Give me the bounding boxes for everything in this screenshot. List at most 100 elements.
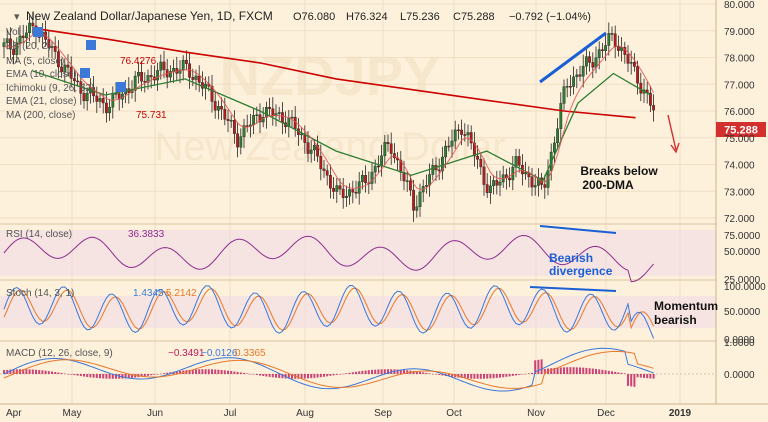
legend-ma200-value: 75.731 bbox=[136, 110, 167, 121]
candle bbox=[178, 60, 182, 83]
time-tick-label: Jul bbox=[224, 408, 237, 419]
candle bbox=[607, 22, 611, 56]
candle bbox=[364, 165, 367, 193]
macd-hist-bar bbox=[579, 367, 581, 374]
macd-hist-bar bbox=[25, 369, 28, 374]
macd-hist-bar bbox=[179, 370, 181, 374]
price-tick-label: 80.000 bbox=[724, 0, 755, 11]
candle bbox=[210, 74, 214, 113]
time-tick-label: Sep bbox=[374, 408, 392, 419]
symbol-title: New Zealand Dollar/Japanese Yen, 1D, FXC… bbox=[26, 9, 273, 23]
macd-hist-bar bbox=[239, 372, 242, 374]
candle bbox=[626, 45, 630, 72]
macd-hist-bar bbox=[252, 374, 255, 375]
legend-ema10[interactable]: EMA (10, close) bbox=[6, 69, 77, 80]
candle bbox=[348, 183, 351, 205]
stoch-divergence-trendline[interactable] bbox=[529, 286, 617, 292]
price-higher-high-trendline[interactable] bbox=[539, 31, 607, 84]
macd-hist-bar bbox=[95, 374, 98, 379]
macd-hist-bar bbox=[230, 371, 233, 374]
macd-hist-bar bbox=[310, 374, 313, 379]
macd-hist-bar bbox=[54, 371, 57, 374]
macd-hist-bar bbox=[499, 374, 501, 378]
candle bbox=[95, 86, 99, 114]
macd-hist-bar bbox=[435, 374, 437, 375]
macd-hist-bar bbox=[198, 369, 201, 374]
macd-hist-bar bbox=[236, 371, 239, 374]
candle bbox=[229, 115, 233, 128]
ohlc-high: H76.324 bbox=[346, 11, 388, 23]
candle bbox=[565, 78, 569, 98]
rsi-tick-75: 75.0000 bbox=[724, 231, 761, 242]
macd-hist-bar bbox=[623, 373, 626, 374]
legend-stoch-d: 5.2142 bbox=[166, 288, 197, 299]
stoch-k-line bbox=[3, 284, 655, 339]
candle bbox=[652, 94, 656, 122]
rsi-band bbox=[0, 230, 716, 276]
macd-hist-bar bbox=[604, 370, 607, 374]
legend-ichimoku[interactable]: Ichimoku (9, 26, 52) bbox=[6, 83, 94, 94]
eye-icon-ichimoku[interactable] bbox=[116, 82, 126, 92]
macd-hist-bar bbox=[358, 371, 361, 374]
macd-hist-bar bbox=[431, 373, 434, 375]
candle bbox=[236, 122, 239, 158]
candle bbox=[610, 26, 614, 42]
macd-hist-bar bbox=[92, 374, 95, 378]
legend-ma5[interactable]: MA (5, close) bbox=[6, 56, 64, 67]
macd-hist-bar bbox=[649, 374, 652, 379]
annotation-bearish-line2: divergence bbox=[549, 264, 613, 278]
legend-ma200[interactable]: MA (200, close) bbox=[6, 110, 75, 121]
legend-bb[interactable]: BB (20, 2) bbox=[6, 41, 51, 52]
macd-hist-bar bbox=[217, 369, 220, 374]
legend-vol[interactable]: Vol bbox=[6, 27, 20, 38]
macd-hist-bar bbox=[521, 374, 524, 375]
candle bbox=[572, 66, 576, 95]
candle bbox=[457, 124, 460, 140]
macd-hist-bar bbox=[67, 374, 69, 375]
stoch-tick-50: 50.0000 bbox=[724, 307, 761, 318]
macd-hist-bar bbox=[275, 374, 277, 378]
candle bbox=[431, 158, 435, 181]
macd-hist-bar bbox=[534, 360, 537, 374]
macd-hist-bar bbox=[508, 374, 511, 377]
eye-icon-ema10[interactable] bbox=[80, 68, 90, 78]
macd-hist-bar bbox=[319, 374, 322, 378]
macd-hist-bar bbox=[159, 373, 162, 375]
legend-macd[interactable]: MACD (12, 26, close, 9) bbox=[6, 348, 113, 359]
macd-hist-bar bbox=[70, 374, 73, 375]
candle bbox=[329, 164, 332, 199]
macd-hist-bar bbox=[105, 374, 108, 379]
price-tick-label: 74.000 bbox=[724, 161, 755, 172]
legend-ema21[interactable]: EMA (21, close) bbox=[6, 96, 77, 107]
candle bbox=[389, 132, 393, 165]
candle bbox=[309, 139, 313, 163]
candle bbox=[21, 24, 25, 44]
macd-hist-bar bbox=[316, 374, 319, 378]
macd-hist-bar bbox=[611, 371, 613, 374]
macd-hist-bar bbox=[646, 374, 649, 379]
candle bbox=[162, 50, 166, 79]
eye-icon-vol[interactable] bbox=[33, 27, 43, 37]
candle bbox=[239, 128, 243, 155]
macd-hist-bar bbox=[121, 374, 124, 379]
rsi-divergence-trendline[interactable] bbox=[539, 225, 617, 234]
macd-hist-bar bbox=[492, 374, 495, 379]
eye-icon-bb[interactable] bbox=[86, 40, 96, 50]
macd-hist-bar bbox=[575, 367, 578, 374]
macd-hist-bar bbox=[630, 374, 633, 387]
macd-hist-bar bbox=[396, 369, 399, 374]
time-tick-label: Dec bbox=[597, 408, 615, 419]
collapse-icon[interactable]: ▾ bbox=[14, 11, 20, 23]
candle bbox=[508, 167, 511, 188]
time-tick-label: Jun bbox=[147, 408, 163, 419]
last-price-value: 75.288 bbox=[724, 125, 758, 137]
candle bbox=[649, 85, 652, 113]
candle bbox=[245, 114, 249, 133]
legend-stoch[interactable]: Stoch (14, 3, 1) bbox=[6, 288, 74, 299]
candle bbox=[581, 54, 585, 88]
macd-hist-bar bbox=[460, 374, 463, 378]
price-tick-label: 73.000 bbox=[724, 187, 755, 198]
macd-hist-bar bbox=[38, 370, 41, 374]
legend-rsi[interactable]: RSI (14, close) bbox=[6, 229, 72, 240]
